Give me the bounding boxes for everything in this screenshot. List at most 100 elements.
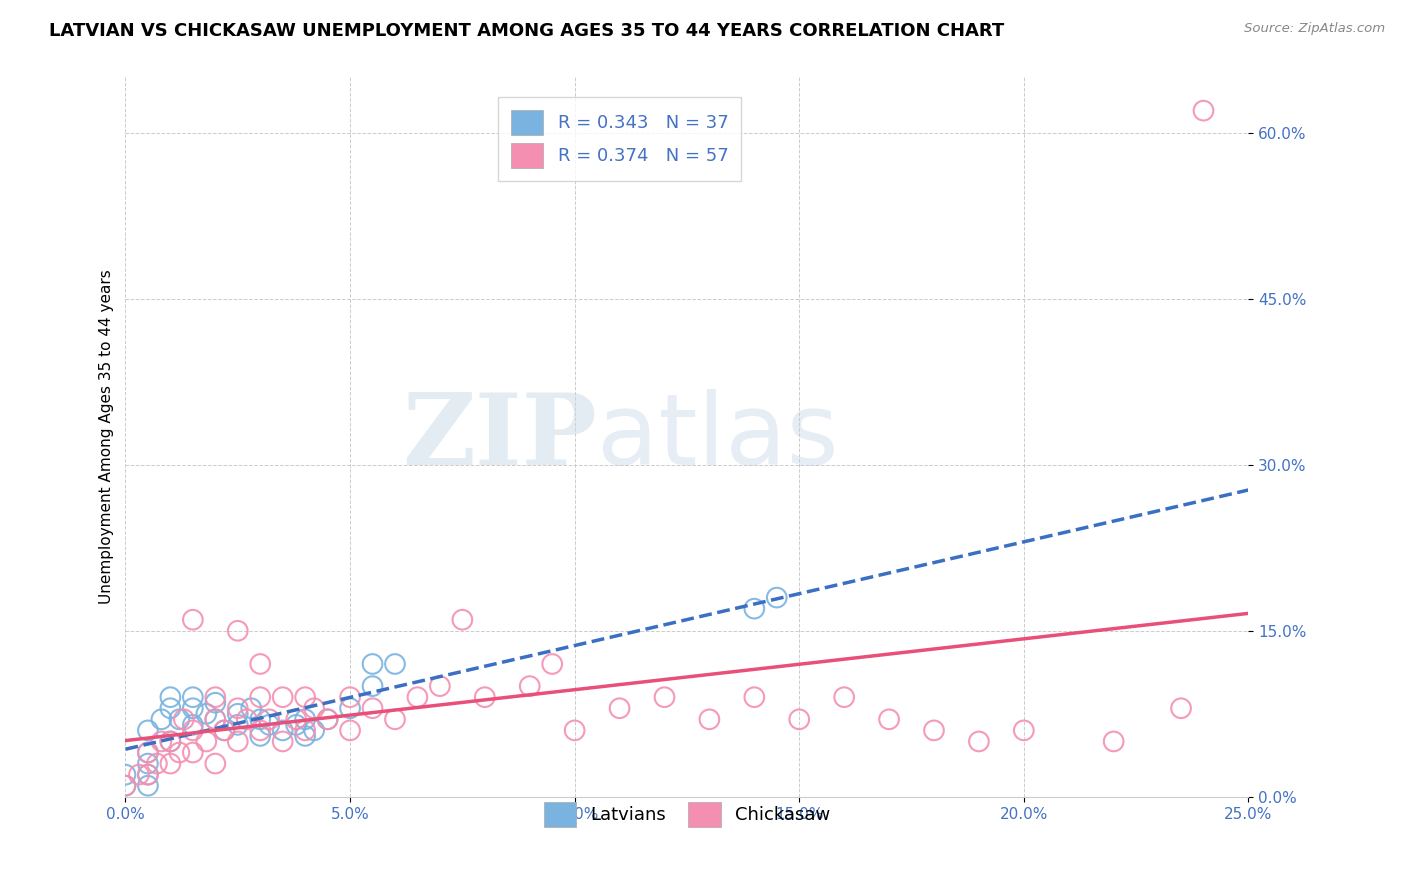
Point (204, 712, 226, 726)
Point (146, 756, 169, 771)
Point (271, 734, 294, 748)
Point (159, 701, 181, 715)
Point (609, 701, 631, 715)
Point (136, 767, 159, 781)
Point (150, 712, 173, 726)
Point (294, 712, 316, 726)
Point (114, 779, 136, 793)
Point (240, 701, 263, 715)
Point (257, 718, 280, 732)
Point (226, 734, 249, 748)
Point (832, 690, 855, 705)
Point (136, 779, 159, 793)
Point (204, 756, 226, 771)
Point (226, 718, 249, 732)
Point (249, 723, 271, 738)
Point (744, 601, 766, 615)
Point (114, 767, 136, 781)
Point (877, 712, 900, 726)
Point (302, 701, 325, 715)
Point (226, 701, 249, 715)
Point (169, 746, 191, 760)
Point (699, 712, 721, 726)
Point (150, 734, 173, 748)
Point (316, 712, 339, 726)
Point (136, 756, 159, 771)
Point (564, 723, 586, 738)
Point (195, 706, 218, 721)
Legend: Latvians, Chickasaw: Latvians, Chickasaw (537, 795, 838, 835)
Point (922, 723, 945, 738)
Point (159, 690, 181, 705)
Point (204, 696, 226, 710)
Point (519, 679, 541, 693)
Point (271, 690, 294, 705)
Point (787, 712, 810, 726)
Point (204, 712, 226, 726)
Point (1102, 734, 1125, 748)
Point (226, 706, 249, 721)
Point (1192, 103, 1215, 118)
Point (271, 723, 294, 738)
Point (744, 690, 766, 705)
Point (361, 701, 384, 715)
Point (249, 712, 271, 726)
Point (214, 723, 236, 738)
Point (339, 690, 361, 705)
Point (967, 734, 990, 748)
Point (128, 767, 150, 781)
Point (159, 734, 181, 748)
Point (541, 657, 564, 671)
Point (181, 701, 204, 715)
Point (451, 613, 474, 627)
Point (159, 734, 181, 748)
Point (339, 723, 361, 738)
Point (765, 591, 787, 605)
Point (159, 756, 181, 771)
Point (294, 723, 316, 738)
Point (249, 729, 271, 743)
Text: atlas: atlas (598, 389, 839, 485)
Point (294, 690, 316, 705)
Point (173, 712, 195, 726)
Point (226, 624, 249, 638)
Point (181, 690, 204, 705)
Text: LATVIAN VS CHICKASAW UNEMPLOYMENT AMONG AGES 35 TO 44 YEARS CORRELATION CHART: LATVIAN VS CHICKASAW UNEMPLOYMENT AMONG … (49, 22, 1004, 40)
Point (384, 657, 406, 671)
Point (406, 690, 429, 705)
Point (285, 718, 308, 732)
Point (195, 734, 218, 748)
Point (136, 723, 159, 738)
Point (235, 712, 257, 726)
Point (294, 729, 316, 743)
Point (474, 690, 496, 705)
Text: Source: ZipAtlas.com: Source: ZipAtlas.com (1244, 22, 1385, 36)
Point (136, 767, 159, 781)
Point (136, 746, 159, 760)
Point (257, 712, 280, 726)
Point (316, 712, 339, 726)
Y-axis label: Unemployment Among Ages 35 to 44 years: Unemployment Among Ages 35 to 44 years (100, 269, 114, 605)
Point (136, 746, 159, 760)
Point (339, 701, 361, 715)
Point (285, 712, 308, 726)
Point (249, 657, 271, 671)
Point (181, 746, 204, 760)
Point (361, 679, 384, 693)
Point (204, 690, 226, 705)
Point (114, 779, 136, 793)
Point (302, 723, 325, 738)
Point (214, 723, 236, 738)
Point (181, 613, 204, 627)
Text: ZIP: ZIP (402, 389, 598, 485)
Point (384, 712, 406, 726)
Point (249, 690, 271, 705)
Point (654, 690, 676, 705)
Point (361, 657, 384, 671)
Point (181, 723, 204, 738)
Point (429, 679, 451, 693)
Point (181, 718, 204, 732)
Point (1170, 701, 1192, 715)
Point (1012, 723, 1035, 738)
Point (169, 712, 191, 726)
